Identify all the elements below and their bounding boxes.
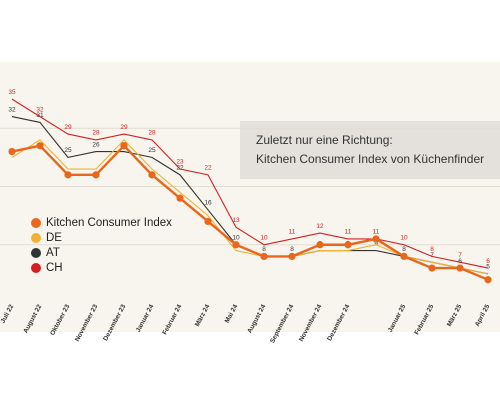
data-point (428, 264, 436, 272)
value-label: 22 (176, 165, 184, 172)
value-label: 29 (64, 124, 72, 131)
value-label: 8 (262, 246, 266, 253)
data-point (120, 142, 128, 150)
data-point (8, 147, 16, 156)
data-point (260, 252, 268, 260)
data-point (148, 171, 156, 179)
data-point (372, 235, 380, 243)
value-label: 29 (120, 124, 128, 131)
series-line (11, 98, 489, 269)
value-label: 12 (316, 223, 324, 230)
annotation-box (240, 121, 500, 179)
value-label: 6 (458, 258, 462, 265)
legend-marker (31, 218, 41, 228)
value-label: 26 (92, 141, 100, 148)
data-point (456, 264, 464, 272)
value-label: 8 (402, 246, 406, 253)
series-line (11, 143, 489, 281)
annotation: Kitchen Consumer Index von Küchenfinder (256, 152, 484, 166)
value-label: 22 (204, 165, 212, 172)
data-point (484, 276, 492, 284)
data-point (92, 171, 100, 179)
data-point (36, 142, 44, 150)
legend-label: AT (46, 247, 60, 259)
value-label: 16 (204, 200, 212, 207)
annotation: Zuletzt nur eine Richtung: (256, 133, 393, 147)
value-label: 28 (92, 130, 100, 137)
legend-marker (31, 248, 41, 258)
data-point (288, 252, 296, 260)
data-point (316, 241, 324, 249)
value-label: 11 (289, 229, 296, 236)
value-label: 32 (8, 106, 16, 113)
legend-marker (31, 263, 41, 273)
legend-label: Kitchen Consumer Index (46, 217, 172, 229)
value-label: 13 (232, 217, 240, 224)
data-point (64, 171, 72, 179)
data-point (176, 194, 184, 202)
value-label: 8 (430, 246, 434, 253)
value-label: 9 (374, 240, 378, 247)
value-label: 7 (458, 252, 462, 259)
value-label: 32 (36, 106, 44, 113)
value-label: 28 (148, 130, 156, 137)
value-label: 31 (36, 112, 44, 119)
data-point (204, 217, 212, 226)
value-label: 23 (176, 159, 184, 166)
value-label: 5 (486, 264, 490, 271)
value-label: 6 (486, 258, 490, 265)
data-point (232, 241, 240, 249)
value-label: 10 (232, 234, 240, 241)
plot-background (0, 62, 500, 332)
legend-marker (31, 233, 41, 243)
data-point (344, 241, 352, 249)
legend-label: CH (46, 262, 63, 274)
value-label: 35 (8, 89, 16, 96)
value-label: 10 (400, 234, 408, 241)
value-label: 10 (260, 234, 268, 241)
value-label: 8 (290, 246, 294, 253)
value-label: 11 (345, 229, 352, 236)
legend-label: DE (46, 232, 62, 244)
value-label: 7 (430, 252, 434, 259)
data-point (400, 252, 408, 260)
value-label: 11 (373, 229, 380, 236)
value-label: 25 (64, 147, 72, 154)
value-label: 25 (148, 147, 156, 154)
